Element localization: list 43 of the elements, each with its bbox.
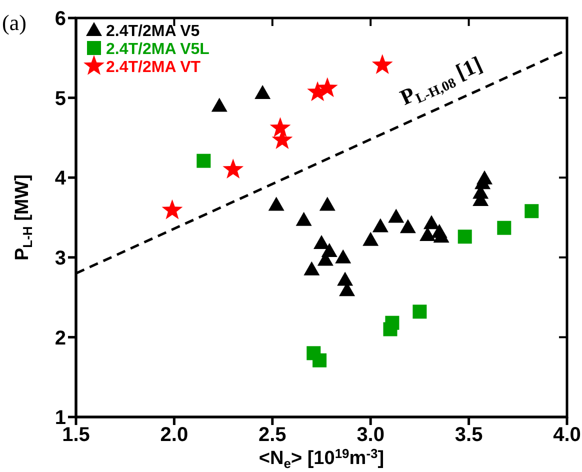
point xyxy=(314,235,330,250)
y-tick-label: 3 xyxy=(54,248,66,270)
x-tick-label: 4.0 xyxy=(553,424,581,446)
point xyxy=(412,304,427,319)
legend-label: 2.4T/2MA VT xyxy=(106,59,201,76)
legend-label: 2.4T/2MA V5 xyxy=(106,23,200,40)
x-axis-title: <N$_{e}$> [10$^{19}$m$^{-3}$] xyxy=(258,446,384,471)
point xyxy=(372,218,388,232)
point xyxy=(304,261,320,276)
point xyxy=(337,272,354,286)
point xyxy=(385,316,400,330)
point xyxy=(254,85,271,100)
x-tick-label: 3.5 xyxy=(454,424,483,446)
point xyxy=(458,230,472,244)
point xyxy=(335,249,352,264)
point xyxy=(312,353,327,368)
point xyxy=(268,196,284,211)
y-tick-label: 4 xyxy=(54,168,67,190)
point xyxy=(476,170,493,184)
point xyxy=(196,154,211,168)
point xyxy=(388,208,404,223)
x-tick-label: 2.5 xyxy=(258,424,286,446)
point xyxy=(372,54,393,74)
point xyxy=(211,98,228,112)
point xyxy=(316,77,338,98)
y-tick-label: 6 xyxy=(54,8,66,30)
point xyxy=(362,232,379,246)
x-tick-label: 2.0 xyxy=(160,424,188,446)
x-tick-label: 3.0 xyxy=(356,424,385,446)
y-tick-label: 5 xyxy=(54,88,66,110)
point xyxy=(420,227,436,242)
point xyxy=(296,212,312,226)
text: (a) xyxy=(2,10,26,35)
point xyxy=(270,117,291,138)
point xyxy=(423,215,440,230)
legend-label: 2.4T/2MA V5L xyxy=(106,41,210,58)
point xyxy=(400,219,416,234)
point xyxy=(497,220,512,235)
point xyxy=(222,158,244,179)
y-tick-label: 2 xyxy=(54,327,66,350)
point xyxy=(319,196,336,211)
point xyxy=(162,199,183,220)
point xyxy=(524,204,539,218)
